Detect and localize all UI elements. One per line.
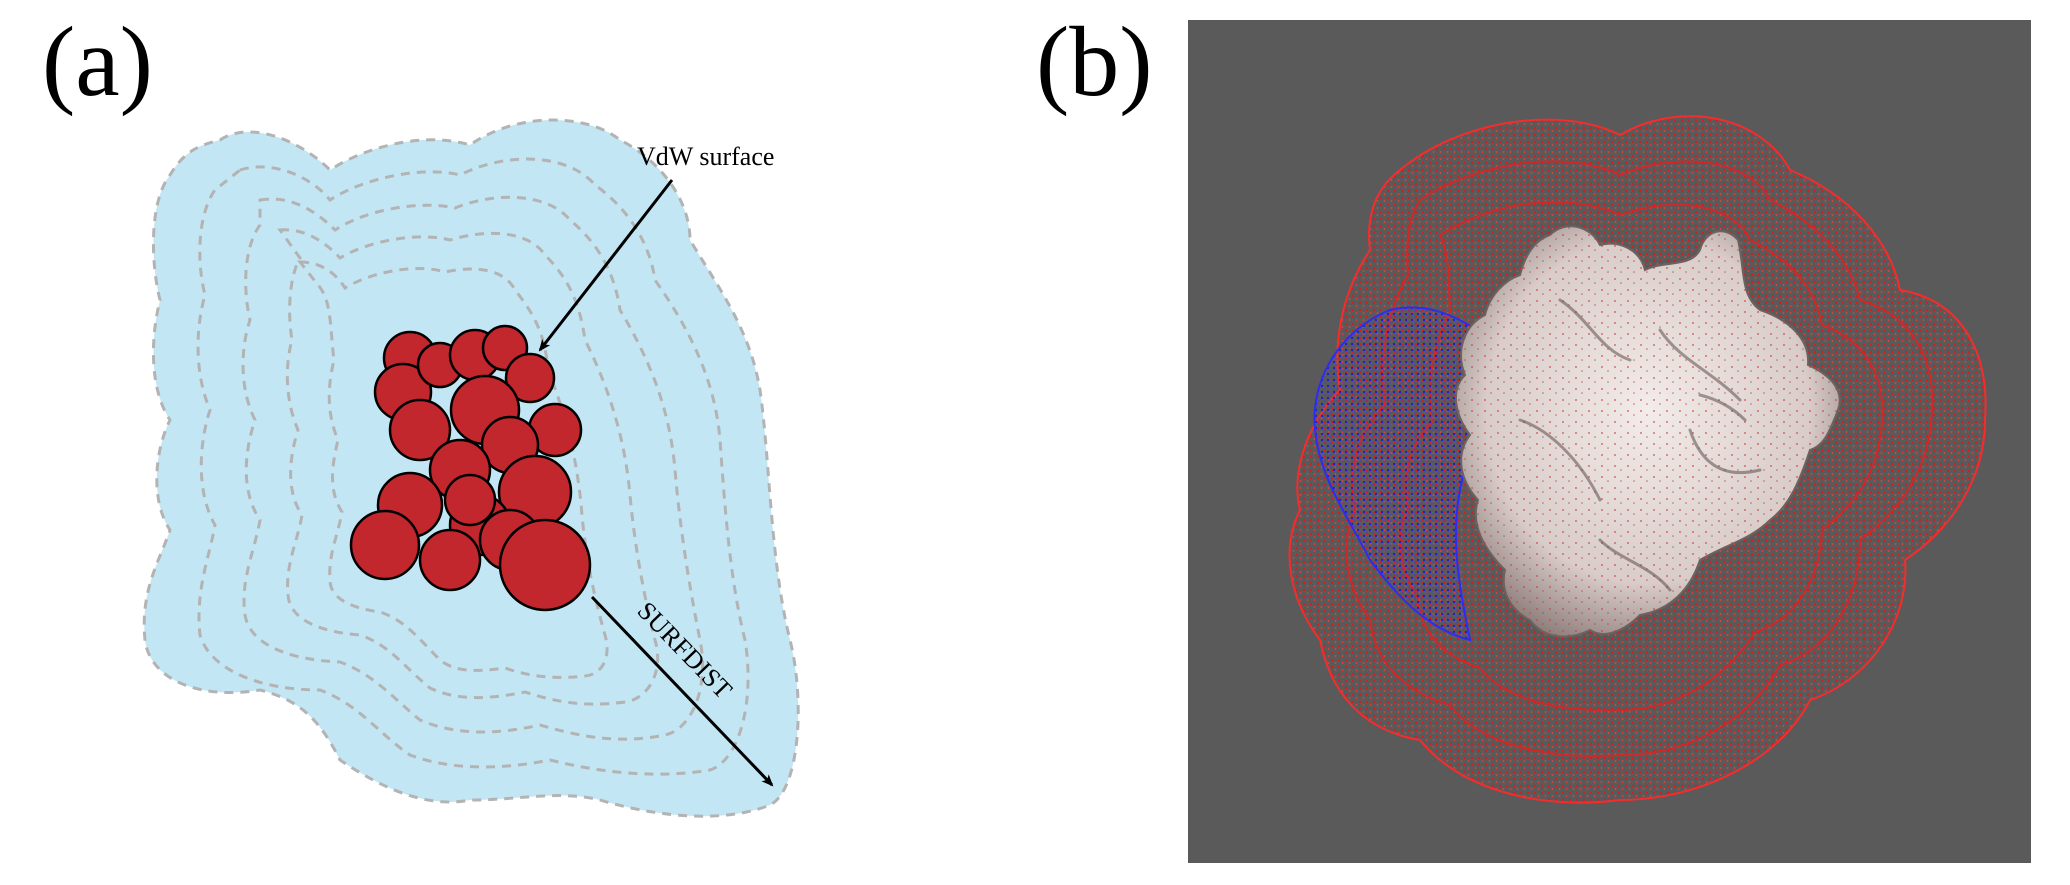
vdw-surface-label: VdW surface	[637, 142, 774, 171]
protein-crevices	[1518, 298, 1762, 592]
vdw-surface-arrow	[538, 179, 674, 352]
panel-a-label: (a)	[42, 6, 153, 117]
panel-a-diagram: VdW surface SURFDIST	[142, 118, 800, 818]
distance-contours	[196, 157, 750, 776]
panel-b-label: (b)	[1036, 6, 1153, 117]
atom-cluster	[349, 324, 592, 612]
surfdist-arrow	[590, 595, 774, 787]
panel-b-viewer	[1188, 20, 2031, 863]
protein-surface-detail	[1455, 226, 1840, 637]
